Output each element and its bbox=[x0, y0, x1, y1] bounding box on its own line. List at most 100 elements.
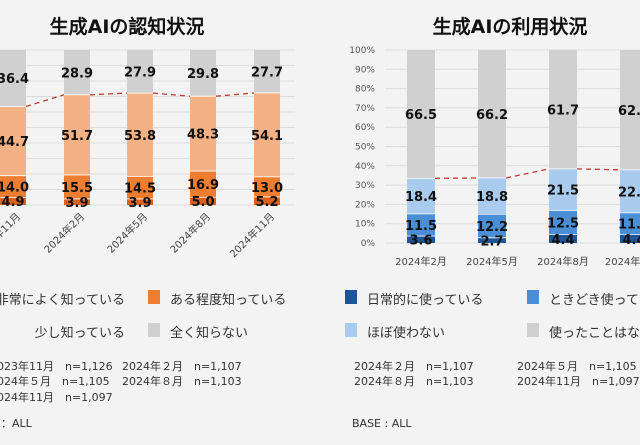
bar-segment bbox=[64, 50, 90, 95]
bar-segment bbox=[620, 50, 640, 170]
data-label: 14.5 bbox=[124, 182, 156, 197]
legend-label: 日常的に使っている bbox=[367, 292, 483, 308]
bar-segment bbox=[620, 234, 640, 243]
bar-segment bbox=[0, 197, 26, 205]
bar-segment bbox=[64, 94, 90, 175]
trend-line-segment bbox=[215, 92, 255, 97]
data-label: 11.5 bbox=[405, 219, 437, 234]
trend-line-segment bbox=[25, 94, 65, 108]
chart-title: 生成AIの利用状況 bbox=[433, 15, 588, 38]
y-tick-label: 80% bbox=[355, 85, 375, 95]
data-label: 29.8 bbox=[187, 67, 219, 82]
bar-segment bbox=[0, 175, 26, 198]
x-tick-label: 2024年8月 bbox=[537, 255, 589, 268]
legend-swatch bbox=[527, 323, 539, 337]
data-label: 12.2 bbox=[476, 220, 508, 235]
legend-swatch bbox=[345, 323, 357, 337]
bar-segment bbox=[478, 214, 506, 238]
bar-segment bbox=[190, 197, 216, 205]
trend-line-segment bbox=[505, 168, 550, 179]
data-label: 15.5 bbox=[61, 181, 93, 196]
bar-segment bbox=[407, 213, 435, 237]
bar-segment bbox=[620, 169, 640, 213]
data-label: 53.8 bbox=[124, 129, 156, 144]
data-label: 4.9 bbox=[1, 195, 24, 210]
sample-size-note: 2024年５月 n=1,105 bbox=[0, 374, 110, 388]
data-label: 18.8 bbox=[476, 190, 508, 205]
bar-segment bbox=[549, 210, 577, 235]
bar-segment bbox=[127, 49, 153, 94]
data-label: 3.6 bbox=[409, 234, 432, 249]
data-label: 3.9 bbox=[65, 196, 88, 211]
data-label: 5.2 bbox=[255, 195, 278, 210]
sample-size-note: 2023年11月 n=1,126 bbox=[0, 359, 113, 373]
data-label: 44.7 bbox=[0, 135, 29, 150]
data-label: 61.7 bbox=[547, 103, 579, 118]
legend-label: 少し知っている bbox=[35, 325, 125, 341]
data-label: 22.3 bbox=[618, 185, 640, 200]
bar-segment bbox=[0, 106, 26, 176]
data-label: 16.9 bbox=[187, 178, 219, 193]
bar-segment bbox=[64, 198, 90, 205]
x-tick-label: 2024年5月 bbox=[466, 255, 518, 268]
legend-label: 非常によく知っている bbox=[0, 292, 125, 308]
sample-size-note: 2024年２月 n=1,107 bbox=[354, 359, 474, 373]
legend-swatch bbox=[345, 290, 357, 304]
bar-segment bbox=[190, 96, 216, 172]
data-label: 4.4 bbox=[551, 233, 574, 248]
y-tick-label: 10% bbox=[355, 220, 375, 230]
data-label: 3.9 bbox=[128, 196, 151, 211]
legend-label: ときどき使っている bbox=[549, 292, 640, 308]
y-tick-label: 50% bbox=[355, 143, 375, 153]
data-label: 2.7 bbox=[480, 234, 503, 249]
data-label: 27.9 bbox=[124, 65, 156, 80]
bar-segment bbox=[407, 236, 435, 243]
data-label: 21.5 bbox=[547, 184, 579, 199]
legend-label: ある程度知っている bbox=[170, 292, 286, 308]
bar-segment bbox=[549, 234, 577, 243]
legend-label: ほぼ使わない bbox=[367, 325, 445, 341]
x-tick-label: 2024年2月 bbox=[395, 255, 447, 268]
bar-segment bbox=[127, 93, 153, 177]
y-tick-label: 40% bbox=[355, 162, 375, 172]
bar-segment bbox=[190, 50, 216, 97]
data-label: 54.1 bbox=[251, 129, 283, 144]
base-note: BASE：ALL bbox=[0, 417, 33, 430]
legend-swatch bbox=[527, 290, 539, 304]
x-tick-label: 2024年5月 bbox=[104, 210, 150, 256]
bar-segment bbox=[620, 212, 640, 235]
sample-size-note: 2024年11月 n=1,097 bbox=[517, 374, 640, 388]
y-tick-label: 20% bbox=[355, 200, 375, 210]
x-tick-label: 2024年11月 bbox=[227, 210, 277, 260]
legend-label: 全く知らない bbox=[170, 325, 248, 341]
bar-segment bbox=[478, 177, 506, 215]
bar-segment bbox=[549, 168, 577, 211]
sample-size-note: 2024年11月 n=1,097 bbox=[0, 390, 113, 404]
data-label: 48.3 bbox=[187, 128, 219, 143]
data-label: 18.4 bbox=[405, 190, 437, 205]
legend-label: 使ったことはない bbox=[549, 325, 640, 341]
trend-line-segment bbox=[576, 168, 621, 171]
y-tick-label: 70% bbox=[355, 104, 375, 114]
trend-line-segment bbox=[89, 92, 128, 96]
data-label: 14.0 bbox=[0, 181, 29, 196]
data-label: 27.7 bbox=[251, 65, 283, 80]
bar-segment bbox=[127, 198, 153, 205]
chart-1: 生成AIの認知状況 2023年11月 2024年2月 2024年5月 2024年8月 20… bbox=[0, 15, 295, 430]
sample-size-note: 2024年５月 n=1,105 bbox=[517, 359, 637, 373]
bar-segment bbox=[407, 178, 435, 214]
data-label: 13.0 bbox=[251, 181, 283, 196]
data-label: 66.5 bbox=[405, 108, 437, 123]
bar-segment bbox=[64, 174, 90, 199]
bar-segment bbox=[254, 176, 280, 197]
bar-segment bbox=[0, 50, 26, 107]
trend-line-segment bbox=[152, 92, 191, 97]
chart-2: 生成AIの利用状況 0% 10% 20% 30% 40% 50% 60% 70% 80% 90% 10… bbox=[345, 15, 640, 430]
y-tick-label: 30% bbox=[355, 181, 375, 191]
base-note: BASE : ALL bbox=[352, 417, 412, 430]
bar-segment bbox=[190, 171, 216, 198]
bar-segment bbox=[407, 50, 435, 179]
data-label: 5.0 bbox=[191, 195, 214, 210]
x-tick-label: 2024年11月 bbox=[605, 255, 640, 268]
